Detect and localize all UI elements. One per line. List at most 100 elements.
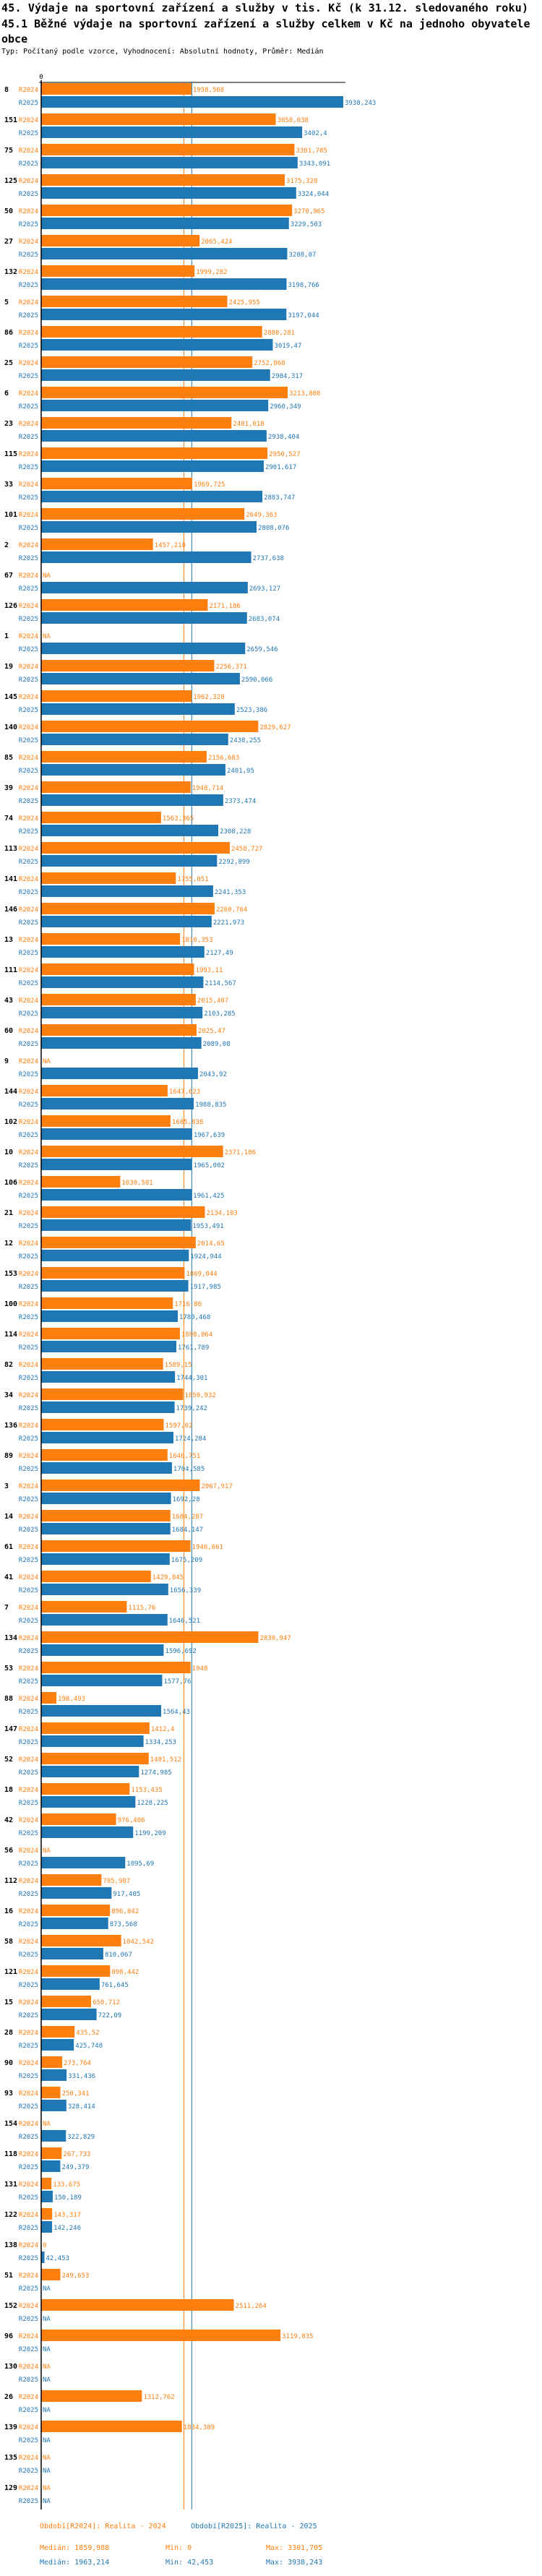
series-label: R2025 — [19, 707, 38, 714]
series-label: R2024 — [19, 937, 38, 944]
series-label: R2025 — [19, 2073, 38, 2080]
series-label: R2024 — [19, 1453, 38, 1460]
data-label: 3198,766 — [288, 282, 319, 289]
series-label: R2024 — [19, 481, 38, 489]
bar-r2025 — [41, 491, 263, 502]
chart-title: 45.1 Běžné výdaje na sportovní zařízení … — [1, 17, 530, 46]
data-label: 1808,064 — [181, 1331, 212, 1339]
series-label: R2024 — [19, 755, 38, 762]
data-label: 1412,4 — [151, 1726, 175, 1733]
series-label: R2024 — [19, 2090, 38, 2098]
data-label: NA — [43, 2455, 51, 2462]
bar-r2025 — [41, 703, 235, 715]
series-label: R2024 — [19, 2272, 38, 2280]
bar-r2025 — [41, 582, 248, 593]
series-label: R2024 — [19, 1058, 38, 1065]
bar-r2024 — [41, 1783, 130, 1795]
category-label: 88 — [4, 1695, 13, 1703]
data-label: 2156,683 — [208, 755, 239, 762]
bar-r2025 — [41, 1735, 144, 1747]
data-label: 896,842 — [111, 1908, 139, 1915]
series-label: R2025 — [19, 2255, 38, 2262]
data-label: 1834,389 — [184, 2424, 215, 2431]
data-label: 3019,47 — [274, 343, 301, 350]
data-label: 3208,07 — [289, 252, 317, 259]
series-label: R2025 — [19, 100, 38, 107]
bar-r2024 — [41, 690, 192, 702]
data-label: 2960,349 — [270, 403, 301, 411]
data-label: 249,653 — [61, 2272, 89, 2280]
data-label: 1924,944 — [190, 1253, 221, 1261]
series-label: R2024 — [19, 2121, 38, 2128]
series-label: R2025 — [19, 2134, 38, 2141]
category-label: 3 — [4, 1482, 9, 1490]
series-label: R2025 — [19, 252, 38, 259]
data-label: 142,246 — [53, 2225, 81, 2232]
series-label: R2024 — [19, 572, 38, 580]
data-label: 2134,103 — [207, 1210, 238, 1217]
category-label: 111 — [4, 966, 17, 974]
category-label: 67 — [4, 572, 13, 580]
bar-r2024 — [41, 2056, 63, 2068]
data-label: 2590,066 — [241, 677, 272, 684]
category-label: 58 — [4, 1938, 13, 1946]
category-label: 13 — [4, 936, 13, 944]
bar-r2025 — [41, 187, 296, 199]
bar-r2024 — [41, 2147, 62, 2159]
series-label: R2025 — [19, 646, 38, 653]
category-label: 33 — [4, 481, 13, 489]
data-label: 2659,546 — [246, 646, 278, 653]
series-label: R2025 — [19, 2103, 38, 2111]
data-label: 2649,363 — [246, 512, 277, 519]
series-label: R2024 — [19, 906, 38, 914]
series-label: R2025 — [19, 1921, 38, 1928]
series-label: R2024 — [19, 2242, 38, 2249]
data-label: 2938,404 — [268, 434, 299, 441]
category-label: 15 — [4, 1998, 13, 2006]
series-label: R2025 — [19, 2012, 38, 2019]
data-label: 1030,581 — [121, 1180, 152, 1187]
bar-r2024 — [41, 1662, 191, 1673]
series-label: R2024 — [19, 360, 38, 367]
category-label: 18 — [4, 1786, 13, 1794]
data-label: 2808,076 — [258, 525, 289, 532]
bar-r2025 — [41, 1341, 176, 1352]
series-label: R2025 — [19, 2498, 38, 2505]
bar-r2025 — [41, 248, 288, 259]
series-label: R2024 — [19, 633, 38, 640]
series-label: R2024 — [19, 724, 38, 731]
bar-r2025 — [41, 339, 273, 351]
series-label: R2025 — [19, 2437, 38, 2444]
series-label: R2024 — [19, 1089, 38, 1096]
category-label: 93 — [4, 2090, 13, 2098]
series-label: R2025 — [19, 434, 38, 441]
series-label: R2025 — [19, 1982, 38, 1989]
bar-r2024 — [41, 1206, 205, 1218]
data-label: 1095,69 — [126, 1860, 154, 1868]
data-label: 1199,209 — [134, 1830, 165, 1837]
category-label: 8 — [4, 86, 9, 94]
series-label: R2024 — [19, 1878, 38, 1885]
bar-r2025 — [41, 1644, 164, 1656]
bar-r2025 — [41, 885, 213, 897]
category-label: 16 — [4, 1907, 13, 1915]
bar-r2025 — [41, 764, 225, 776]
bar-r2024 — [41, 660, 215, 671]
series-label: R2024 — [19, 1726, 38, 1733]
bar-r2024 — [41, 387, 288, 398]
series-label: R2024 — [19, 299, 38, 306]
category-label: 19 — [4, 663, 13, 671]
data-label: 785,987 — [103, 1878, 130, 1885]
bar-r2024 — [41, 1692, 57, 1704]
series-label: R2024 — [19, 1180, 38, 1187]
bar-r2025 — [41, 1371, 176, 1383]
series-label: R2025 — [19, 2225, 38, 2232]
data-label: 1965,002 — [194, 1162, 225, 1169]
bar-r2024 — [41, 417, 232, 429]
series-label: R2024 — [19, 1301, 38, 1308]
category-label: 2 — [4, 541, 9, 549]
series-label: R2024 — [19, 2424, 38, 2431]
series-label: R2024 — [19, 2394, 38, 2401]
series-label: R2025 — [19, 1830, 38, 1837]
data-label: 917,405 — [113, 1891, 140, 1898]
